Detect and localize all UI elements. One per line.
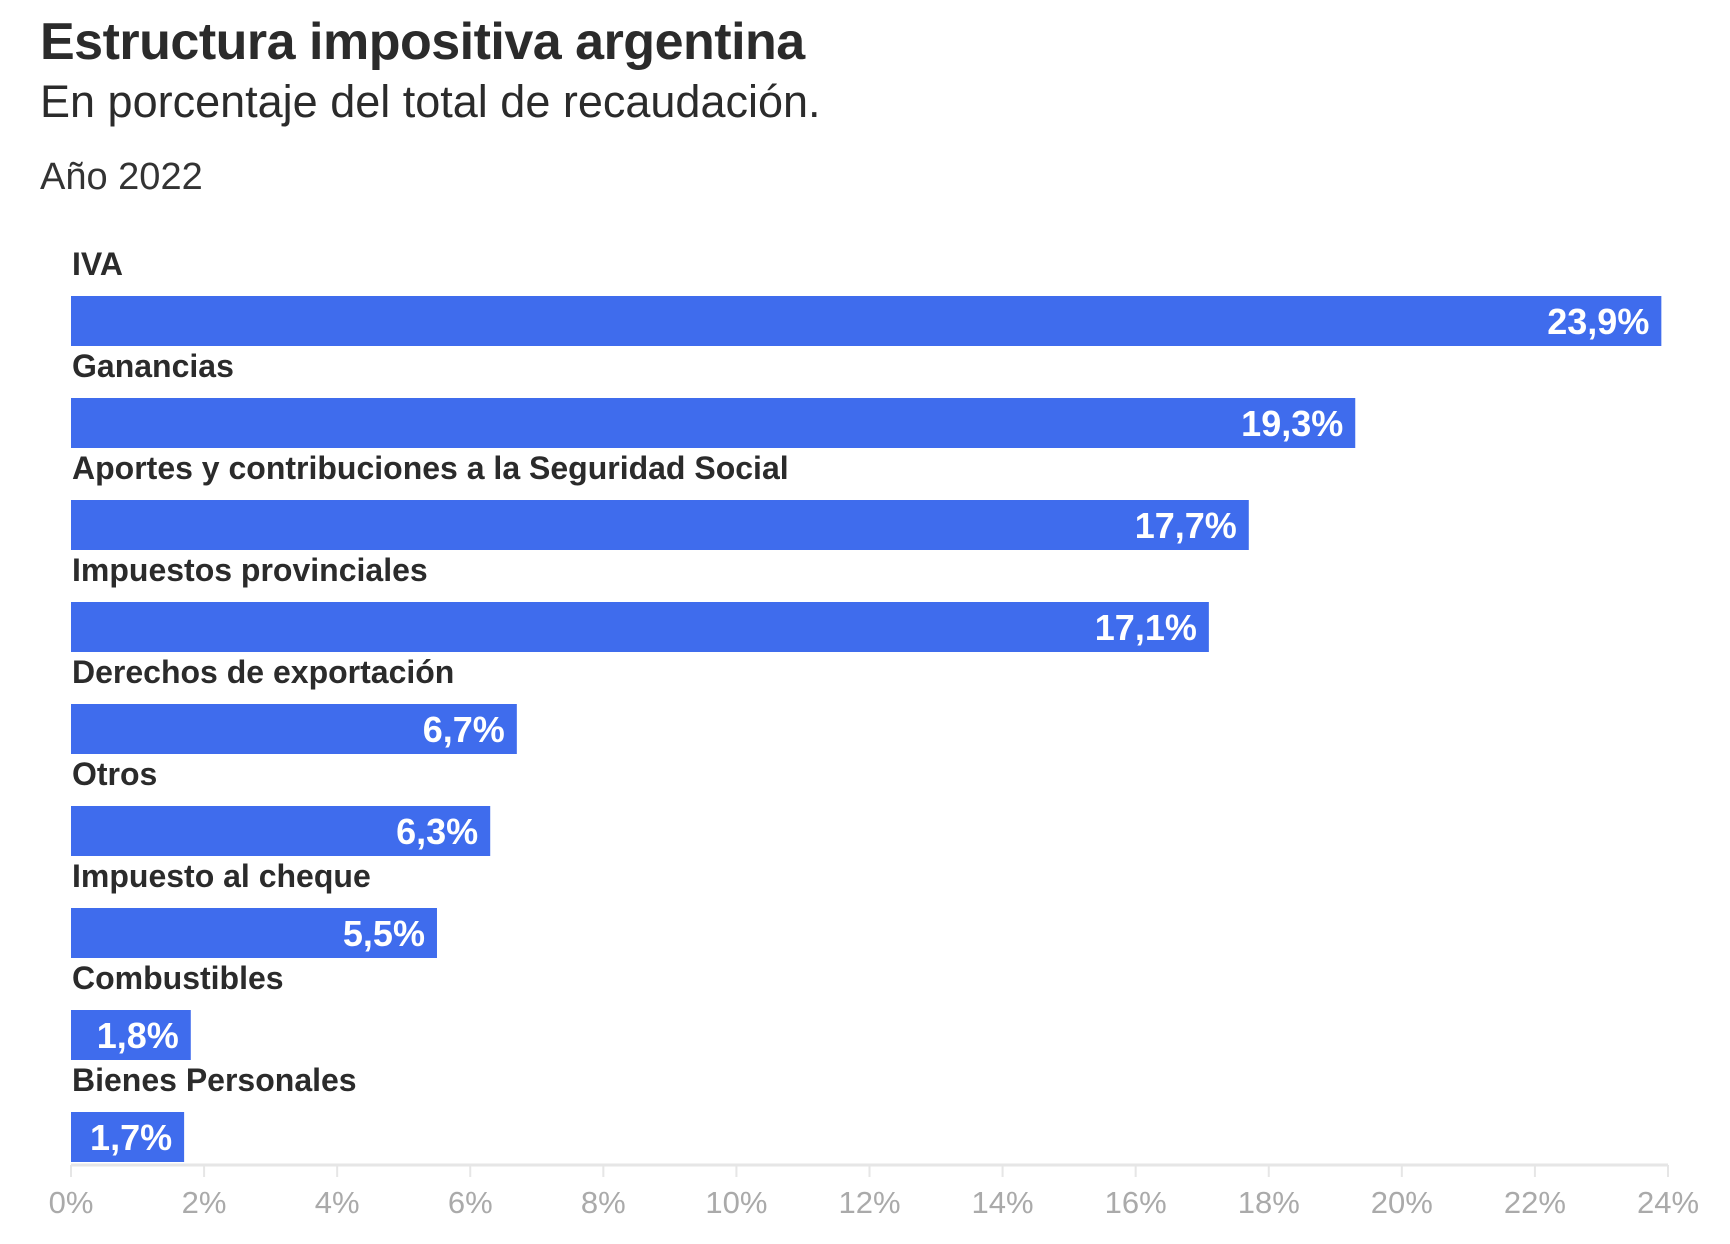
category-label: Impuestos provinciales: [72, 552, 428, 588]
x-tick-label: 12%: [838, 1185, 900, 1220]
x-tick-label: 16%: [1105, 1185, 1167, 1220]
category-label: Otros: [72, 756, 157, 792]
x-tick-label: 24%: [1637, 1185, 1699, 1220]
x-tick-label: 10%: [705, 1185, 767, 1220]
value-label: 6,3%: [396, 811, 478, 852]
value-label: 17,1%: [1095, 607, 1197, 648]
bar: [71, 1010, 191, 1060]
bar: [71, 500, 1249, 550]
value-label: 1,7%: [90, 1117, 172, 1158]
value-label: 19,3%: [1241, 403, 1343, 444]
chart-note: Año 2022: [40, 156, 203, 198]
category-label: Derechos de exportación: [72, 654, 454, 690]
value-label: 5,5%: [343, 913, 425, 954]
bar: [71, 806, 491, 856]
bar: [71, 1112, 185, 1162]
category-label: Aportes y contribuciones a la Seguridad …: [72, 450, 789, 486]
bar: [71, 296, 1662, 346]
x-tick-label: 0%: [49, 1185, 94, 1220]
bar: [71, 398, 1356, 448]
x-tick-label: 18%: [1238, 1185, 1300, 1220]
bar: [71, 704, 517, 754]
value-label: 6,7%: [423, 709, 505, 750]
x-tick-label: 4%: [315, 1185, 360, 1220]
x-tick-label: 20%: [1371, 1185, 1433, 1220]
chart-subtitle: En porcentaje del total de recaudación.: [40, 76, 821, 127]
category-label: Ganancias: [72, 348, 234, 384]
x-tick-label: 22%: [1504, 1185, 1566, 1220]
x-tick-label: 14%: [972, 1185, 1034, 1220]
value-label: 23,9%: [1547, 301, 1649, 342]
category-label: Combustibles: [72, 960, 284, 996]
category-label: Bienes Personales: [72, 1062, 357, 1098]
value-label: 17,7%: [1135, 505, 1237, 546]
x-tick-label: 8%: [581, 1185, 626, 1220]
x-tick-label: 6%: [448, 1185, 493, 1220]
chart-header: Estructura impositiva argentina En porce…: [40, 10, 821, 200]
bar: [71, 602, 1209, 652]
value-label: 1,8%: [97, 1015, 179, 1056]
x-tick-label: 2%: [182, 1185, 227, 1220]
category-label: IVA: [72, 246, 123, 282]
category-label: Impuesto al cheque: [72, 858, 371, 894]
bar: [71, 908, 437, 958]
chart-title: Estructura impositiva argentina: [40, 13, 805, 71]
